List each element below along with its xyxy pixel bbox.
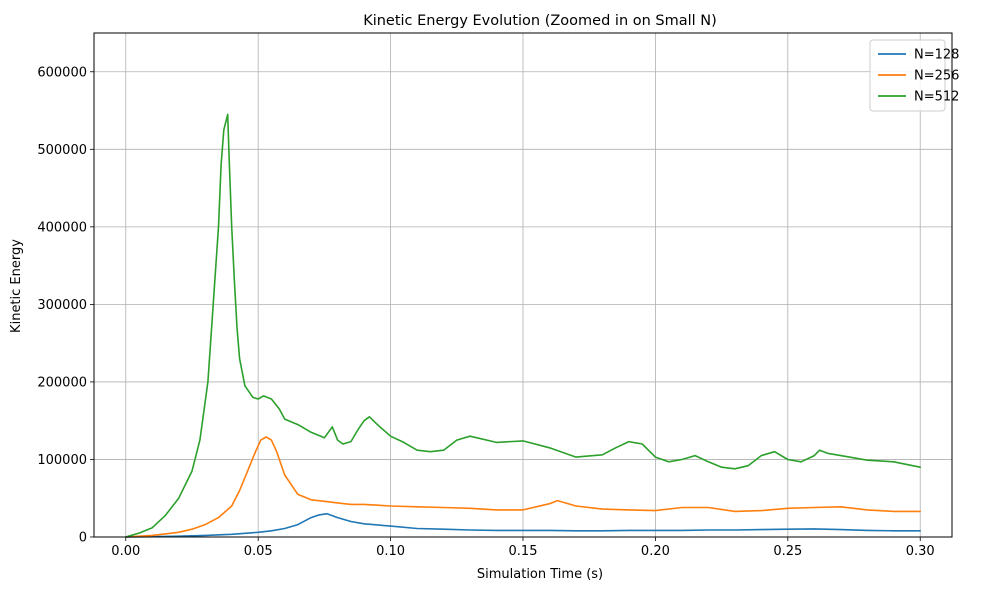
x-axis: 0.00 0.05 0.10 0.15 0.20 0.25 0.30 — [111, 537, 935, 559]
series-line-n-256 — [125, 436, 922, 538]
series-line-n-128 — [125, 512, 922, 538]
legend-entry-label: N=512 — [914, 90, 959, 105]
x-tick-label: 0.25 — [773, 544, 802, 559]
y-tick-label: 200000 — [37, 375, 87, 390]
legend-entry-label: N=256 — [914, 69, 959, 84]
legend-entry-label: N=128 — [914, 48, 959, 63]
legend: N=128 N=256 N=512 — [869, 39, 959, 112]
y-axis: 0 100000 200000 300000 400000 500000 600000 — [37, 65, 94, 546]
x-axis-label: Simulation Time (s) — [477, 567, 603, 582]
y-tick-label: 0 — [79, 531, 87, 546]
x-tick-label: 0.05 — [244, 544, 273, 559]
legend-box — [869, 39, 946, 112]
series-layer — [125, 113, 922, 538]
y-tick-label: 600000 — [37, 65, 87, 80]
x-tick-label: 0.20 — [641, 544, 670, 559]
x-tick-label: 0.30 — [906, 544, 935, 559]
series-line-n-512 — [125, 113, 922, 538]
y-axis-label: Kinetic Energy — [9, 239, 24, 333]
chart-title: Kinetic Energy Evolution (Zoomed in on S… — [363, 13, 717, 29]
y-tick-label: 500000 — [37, 143, 87, 158]
y-tick-label: 100000 — [37, 453, 87, 468]
x-tick-label: 0.10 — [376, 544, 405, 559]
y-tick-label: 400000 — [37, 220, 87, 235]
grid — [94, 33, 952, 538]
x-tick-label: 0.15 — [509, 544, 538, 559]
x-tick-label: 0.00 — [111, 544, 140, 559]
y-tick-label: 300000 — [37, 298, 87, 313]
